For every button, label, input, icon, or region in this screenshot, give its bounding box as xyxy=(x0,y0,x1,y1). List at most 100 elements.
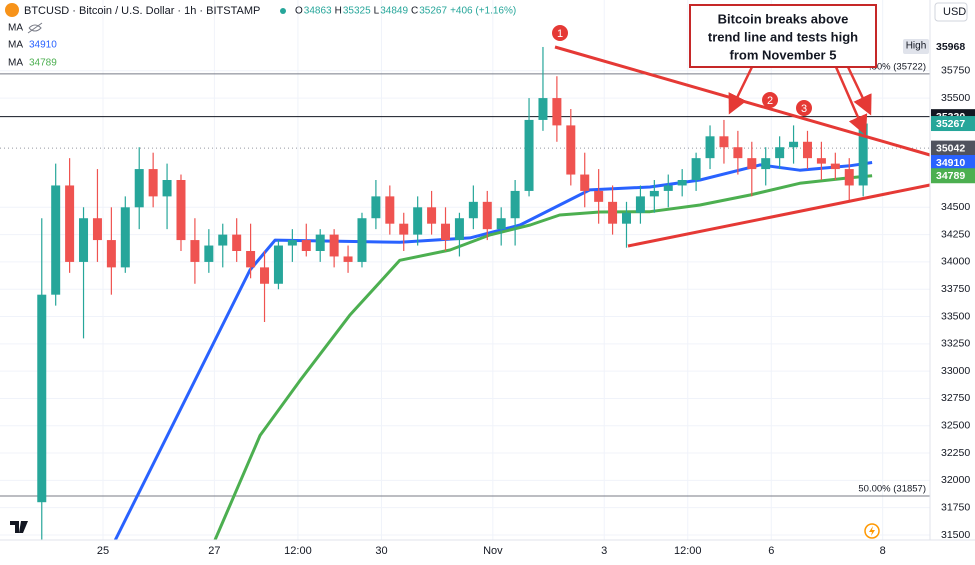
candle-body xyxy=(454,218,464,241)
y-tick-label: 32000 xyxy=(941,474,970,486)
ma-line xyxy=(213,174,873,540)
candle-body xyxy=(51,185,61,295)
price-label-box xyxy=(931,140,975,156)
x-tick-label: 6 xyxy=(768,545,774,557)
candle-body xyxy=(329,234,339,257)
hidden-eye-icon[interactable] xyxy=(27,22,43,34)
candle-body xyxy=(37,294,47,503)
legend-value: 34789 xyxy=(29,58,57,69)
y-tick-label: 33500 xyxy=(941,310,970,322)
marker-circle xyxy=(552,25,568,41)
candle-body xyxy=(621,212,631,224)
marker-label: 1 xyxy=(557,28,563,40)
y-tick-label: 31500 xyxy=(941,529,970,541)
y-tick-label: 35500 xyxy=(941,92,970,104)
marker-label: 2 xyxy=(767,95,773,107)
candle-body xyxy=(566,125,576,175)
candle-body xyxy=(858,123,868,186)
quote-change: +406 (+1.16%) xyxy=(450,6,516,17)
candle-body xyxy=(92,218,102,241)
high-tag-bg xyxy=(903,39,929,54)
candle-body xyxy=(301,240,311,251)
candle-body xyxy=(65,185,75,262)
candle-body xyxy=(162,180,172,197)
candle-body xyxy=(719,136,729,148)
events-bolt xyxy=(869,526,875,536)
candle-body xyxy=(260,267,270,284)
candle-body xyxy=(594,190,604,202)
x-tick-label: 3 xyxy=(601,545,607,557)
candle-body xyxy=(761,158,771,170)
candle-body xyxy=(343,256,353,262)
price-labels: 359683533035267350423491034789 xyxy=(931,39,975,184)
x-tick-label: 12:00 xyxy=(284,545,312,557)
candle-body xyxy=(580,174,590,191)
y-tick-label: 33750 xyxy=(941,283,970,295)
candle-body xyxy=(816,158,826,164)
arrow xyxy=(834,66,868,136)
status-dot xyxy=(280,8,286,14)
candle-body xyxy=(691,158,701,180)
currency-button[interactable] xyxy=(934,2,968,22)
candle-body xyxy=(830,163,840,170)
annotation: Bitcoin breaks above trend line and test… xyxy=(689,4,877,136)
symbol-title: BTCUSD · Bitcoin / U.S. Dollar · 1h · BI… xyxy=(24,5,260,17)
y-tick-label: 32500 xyxy=(941,420,970,432)
candle-body xyxy=(218,234,228,246)
legend-name: MA xyxy=(8,58,23,69)
grid xyxy=(0,0,930,540)
candle-body xyxy=(413,207,423,235)
candle-body xyxy=(663,185,673,191)
candle-body xyxy=(148,169,158,197)
annotation-box xyxy=(689,4,877,68)
candle-body xyxy=(246,250,256,268)
candle-body xyxy=(524,119,534,191)
candle-body xyxy=(385,196,395,224)
candle-body xyxy=(106,240,116,268)
quote-value: 35267 xyxy=(419,6,447,17)
legend-name: MA xyxy=(8,40,23,51)
x-tick-label: 30 xyxy=(375,545,387,557)
marker-circle xyxy=(796,100,812,116)
candle-body xyxy=(273,245,283,284)
x-tick-label: 12:00 xyxy=(674,545,702,557)
candle-body xyxy=(802,141,812,159)
currency: USD xyxy=(943,6,966,18)
price-label-box xyxy=(931,116,975,132)
candle-body xyxy=(315,234,325,251)
quote-value: 34849 xyxy=(380,6,408,17)
annotation-text: trend line and tests high xyxy=(708,29,858,44)
price-label-box xyxy=(931,39,975,55)
level-label: 50.00% (31857) xyxy=(858,483,926,494)
quote-label: C xyxy=(411,6,418,17)
x-tick-label: 27 xyxy=(208,545,220,557)
quote-value: 34863 xyxy=(304,6,332,17)
candle-body xyxy=(635,196,645,213)
markers: 1 2 3 xyxy=(552,25,812,116)
indicator-name: MA xyxy=(8,23,23,34)
candle-body xyxy=(190,240,200,262)
y-tick-label: 31750 xyxy=(941,501,970,513)
candle-body xyxy=(552,98,562,126)
candle-body xyxy=(468,201,478,219)
candle-body xyxy=(134,169,144,208)
x-tick-label: 8 xyxy=(880,545,886,557)
high-tag: High xyxy=(906,41,927,52)
candle-body xyxy=(287,240,297,246)
price-label: 35267 xyxy=(936,118,965,130)
candle-body xyxy=(775,147,785,159)
quote: O 34863 H 35325 L 34849 C 35267 +406 (+1.16%) xyxy=(295,6,516,17)
x-tick-label: 25 xyxy=(97,545,109,557)
quote-label: O xyxy=(295,6,303,17)
price-axis-bg xyxy=(930,0,975,565)
candle-body xyxy=(176,180,186,241)
marker-label: 3 xyxy=(801,103,807,115)
candle-body xyxy=(705,136,715,159)
candle-body xyxy=(747,158,757,170)
price-label-box xyxy=(931,168,975,184)
candle-body xyxy=(79,218,89,262)
candle-body xyxy=(482,201,492,230)
y-tick-label: 33000 xyxy=(941,365,970,377)
